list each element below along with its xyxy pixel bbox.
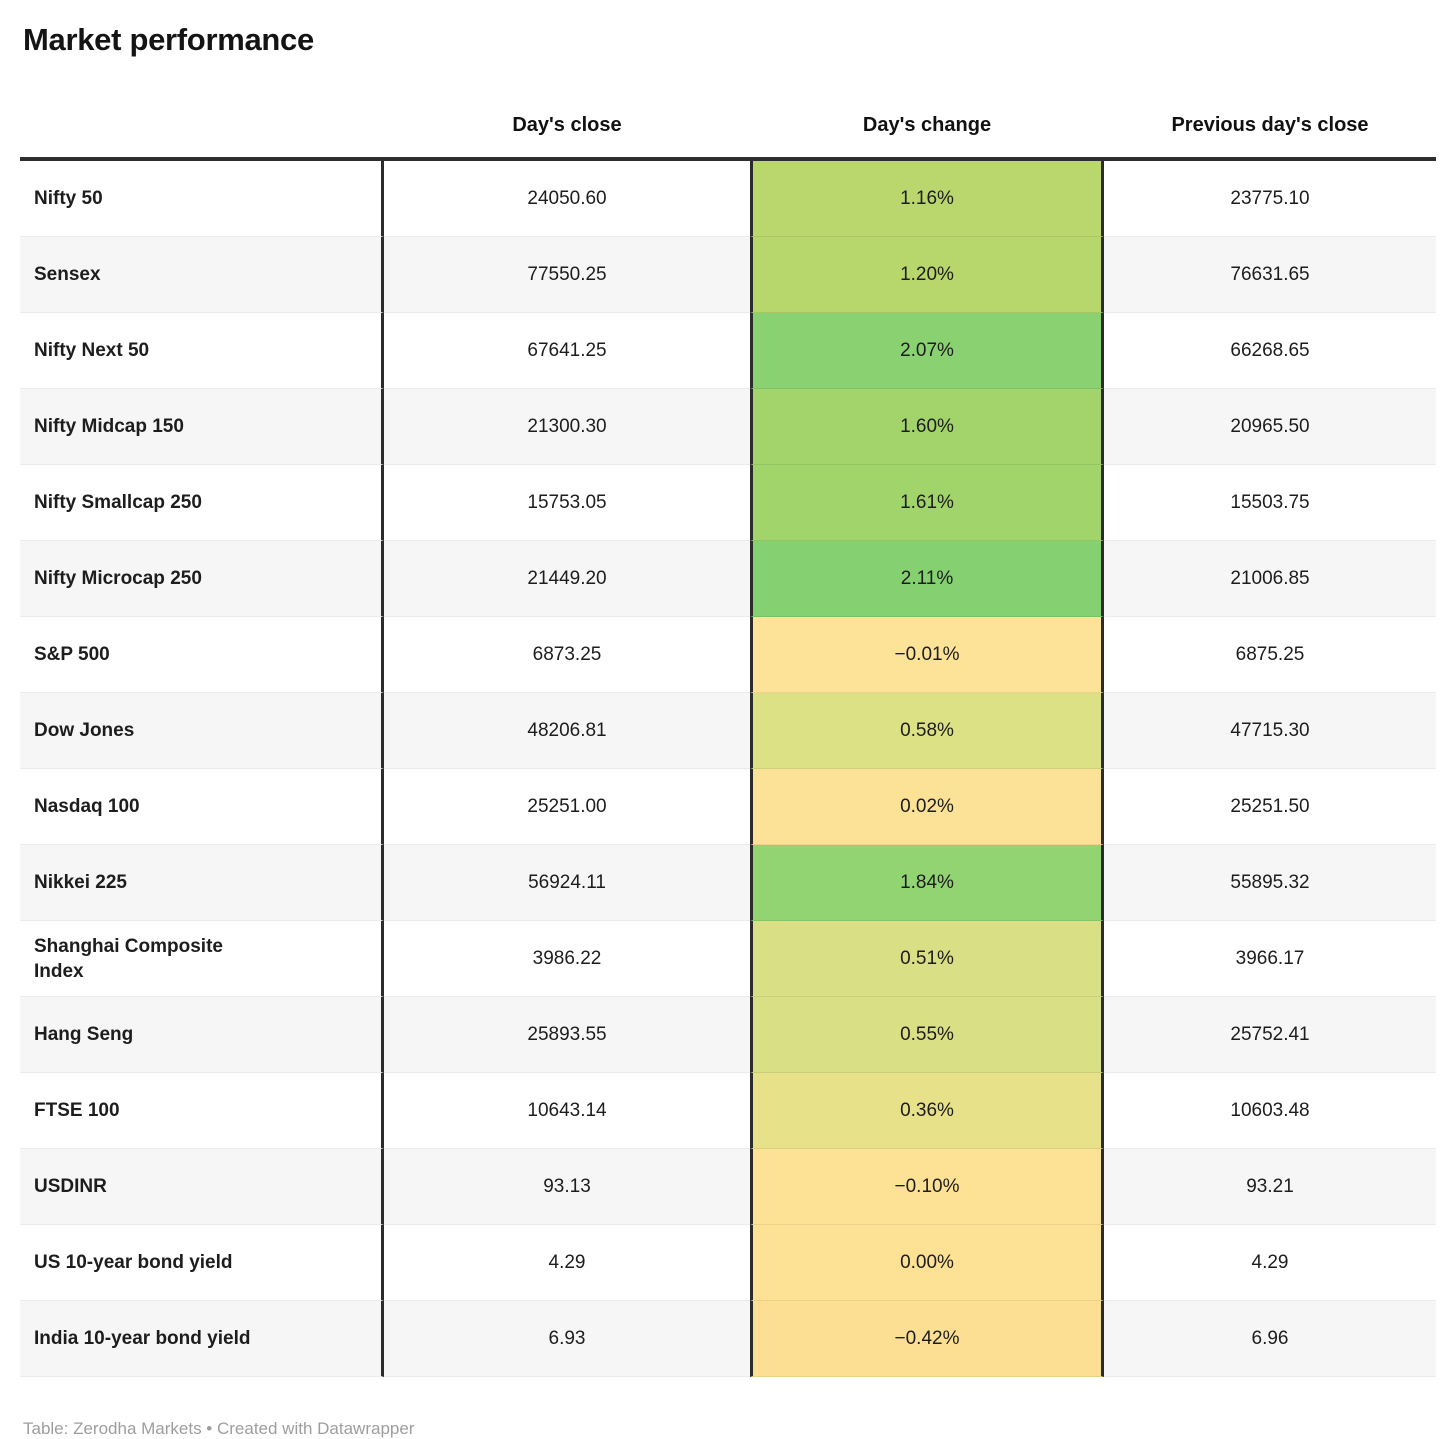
table-row: Nifty Microcap 250 21449.20 2.11% 21006.85 (20, 541, 1436, 617)
row-label: S&P 500 (20, 617, 384, 693)
table-row: Nifty Smallcap 250 15753.05 1.61% 15503.75 (20, 465, 1436, 541)
table-row: Nikkei 225 56924.11 1.84% 55895.32 (20, 845, 1436, 921)
close-value: 67641.25 (384, 313, 750, 389)
close-value: 48206.81 (384, 693, 750, 769)
market-performance-table-page: Market performance Day's close Day's cha… (20, 22, 1436, 1438)
close-value: 25251.00 (384, 769, 750, 845)
row-label: Nifty Next 50 (20, 313, 384, 389)
change-value: 1.61% (750, 465, 1104, 541)
change-value: −0.01% (750, 617, 1104, 693)
close-value: 6873.25 (384, 617, 750, 693)
table-row: Nifty Next 50 67641.25 2.07% 66268.65 (20, 313, 1436, 389)
prev-close-value: 3966.17 (1104, 921, 1436, 997)
prev-close-value: 15503.75 (1104, 465, 1436, 541)
change-value: 1.16% (750, 161, 1104, 237)
table-row: USDINR 93.13 −0.10% 93.21 (20, 1149, 1436, 1225)
prev-close-value: 47715.30 (1104, 693, 1436, 769)
change-value: 2.11% (750, 541, 1104, 617)
table-body: Nifty 50 24050.60 1.16% 23775.10 Sensex 77550… (20, 161, 1436, 1377)
change-value: 0.51% (750, 921, 1104, 997)
row-label: Shanghai Composite Index (20, 921, 384, 997)
change-value: 0.02% (750, 769, 1104, 845)
table-row: Nifty Midcap 150 21300.30 1.60% 20965.50 (20, 389, 1436, 465)
close-value: 56924.11 (384, 845, 750, 921)
table-row: US 10-year bond yield 4.29 0.00% 4.29 (20, 1225, 1436, 1301)
row-label: Dow Jones (20, 693, 384, 769)
table-row: S&P 500 6873.25 −0.01% 6875.25 (20, 617, 1436, 693)
change-value: 1.60% (750, 389, 1104, 465)
table-credit: Table: Zerodha Markets • Created with Da… (23, 1419, 415, 1438)
row-label: Nasdaq 100 (20, 769, 384, 845)
prev-close-value: 76631.65 (1104, 237, 1436, 313)
close-value: 15753.05 (384, 465, 750, 541)
close-value: 21449.20 (384, 541, 750, 617)
table-row: Dow Jones 48206.81 0.58% 47715.30 (20, 693, 1436, 769)
close-value: 4.29 (384, 1225, 750, 1301)
table-row: Sensex 77550.25 1.20% 76631.65 (20, 237, 1436, 313)
close-value: 24050.60 (384, 161, 750, 237)
column-header-days-close: Day's close (384, 58, 750, 161)
column-header-days-change: Day's change (750, 58, 1104, 161)
table-row: Nasdaq 100 25251.00 0.02% 25251.50 (20, 769, 1436, 845)
row-label: Nikkei 225 (20, 845, 384, 921)
prev-close-value: 6875.25 (1104, 617, 1436, 693)
close-value: 3986.22 (384, 921, 750, 997)
change-value: 2.07% (750, 313, 1104, 389)
prev-close-value: 4.29 (1104, 1225, 1436, 1301)
prev-close-value: 25251.50 (1104, 769, 1436, 845)
change-value: 0.00% (750, 1225, 1104, 1301)
prev-close-value: 21006.85 (1104, 541, 1436, 617)
table-row: Hang Seng 25893.55 0.55% 25752.41 (20, 997, 1436, 1073)
row-label: USDINR (20, 1149, 384, 1225)
row-label: India 10-year bond yield (20, 1301, 384, 1377)
table-row: Nifty 50 24050.60 1.16% 23775.10 (20, 161, 1436, 237)
close-value: 93.13 (384, 1149, 750, 1225)
close-value: 10643.14 (384, 1073, 750, 1149)
prev-close-value: 10603.48 (1104, 1073, 1436, 1149)
close-value: 21300.30 (384, 389, 750, 465)
close-value: 25893.55 (384, 997, 750, 1073)
change-value: 1.84% (750, 845, 1104, 921)
change-value: −0.10% (750, 1149, 1104, 1225)
row-label: Nifty 50 (20, 161, 384, 237)
market-performance-table: Day's close Day's change Previous day's … (20, 58, 1436, 1377)
table-row: FTSE 100 10643.14 0.36% 10603.48 (20, 1073, 1436, 1149)
row-label: Nifty Midcap 150 (20, 389, 384, 465)
row-label: Nifty Microcap 250 (20, 541, 384, 617)
row-label: Hang Seng (20, 997, 384, 1073)
row-label: Sensex (20, 237, 384, 313)
column-header-blank (20, 58, 384, 161)
row-label: Nifty Smallcap 250 (20, 465, 384, 541)
prev-close-value: 6.96 (1104, 1301, 1436, 1377)
close-value: 77550.25 (384, 237, 750, 313)
table-row: Shanghai Composite Index 3986.22 0.51% 3966… (20, 921, 1436, 997)
table-header: Day's close Day's change Previous day's … (20, 58, 1436, 161)
prev-close-value: 66268.65 (1104, 313, 1436, 389)
change-value: 0.55% (750, 997, 1104, 1073)
row-label: FTSE 100 (20, 1073, 384, 1149)
prev-close-value: 23775.10 (1104, 161, 1436, 237)
prev-close-value: 55895.32 (1104, 845, 1436, 921)
close-value: 6.93 (384, 1301, 750, 1377)
change-value: −0.42% (750, 1301, 1104, 1377)
row-label: US 10-year bond yield (20, 1225, 384, 1301)
change-value: 0.36% (750, 1073, 1104, 1149)
change-value: 1.20% (750, 237, 1104, 313)
page-title: Market performance (23, 22, 314, 57)
prev-close-value: 20965.50 (1104, 389, 1436, 465)
prev-close-value: 25752.41 (1104, 997, 1436, 1073)
prev-close-value: 93.21 (1104, 1149, 1436, 1225)
table-row: India 10-year bond yield 6.93 −0.42% 6.96 (20, 1301, 1436, 1377)
change-value: 0.58% (750, 693, 1104, 769)
column-header-previous-days-close: Previous day's close (1104, 58, 1436, 161)
